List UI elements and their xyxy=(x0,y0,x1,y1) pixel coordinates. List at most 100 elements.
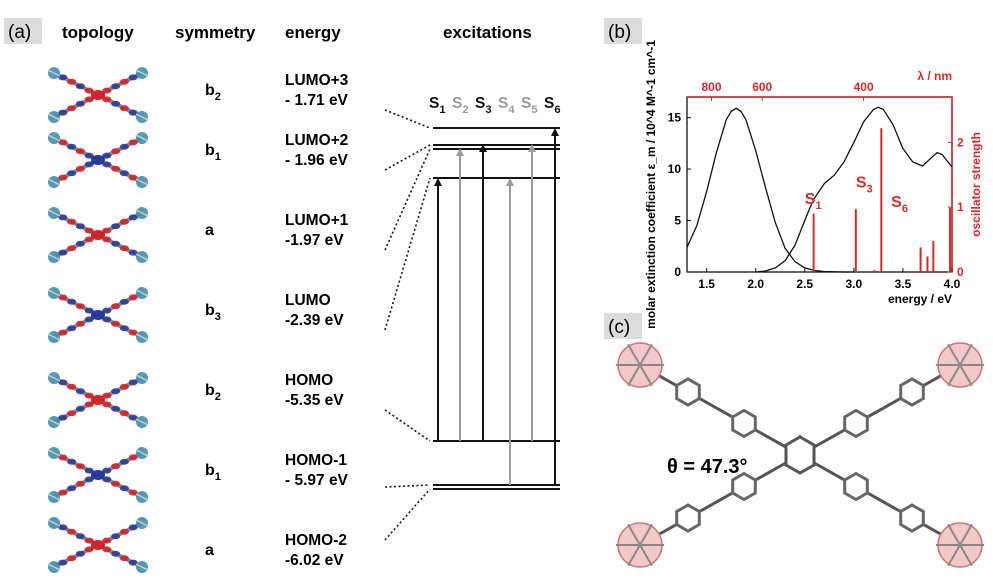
excitation-label-s3: S3 xyxy=(475,95,492,116)
carborane-cage xyxy=(936,342,984,388)
absorption-series-1 xyxy=(686,107,854,273)
stick-label-s3: S3 xyxy=(856,175,873,196)
symmetry-main: a xyxy=(205,222,214,239)
x-tick-label: 2.5 xyxy=(796,277,813,291)
symmetry-main: b xyxy=(205,462,215,479)
orbital-name: LUMO xyxy=(285,292,331,309)
excitation-arrows xyxy=(434,128,559,485)
symmetry-sub: 2 xyxy=(215,91,221,103)
connector-homo xyxy=(384,409,431,442)
symmetry-main: b xyxy=(205,142,215,159)
orbital-topology-image xyxy=(47,517,149,573)
x-axis-label: energy / eV xyxy=(888,292,952,306)
excitation-label-s2: S2 xyxy=(452,95,469,116)
header-topology: topology xyxy=(62,23,134,42)
panel-c: (c) θ = 47.3° xyxy=(604,313,984,568)
symmetry-label: b2 xyxy=(205,382,221,403)
x-tick-label: 3.0 xyxy=(846,277,863,291)
connector-lumo xyxy=(384,177,431,331)
stick-label-main: S xyxy=(891,194,902,211)
carborane-cage xyxy=(936,522,984,568)
orbital-energy: -5.35 eV xyxy=(285,392,344,409)
excitation-label-s6-sub: 6 xyxy=(554,104,560,116)
orbital-energy: -1.97 eV xyxy=(285,232,344,249)
excitation-label-s2-main: S xyxy=(452,95,462,112)
connector-homo2 xyxy=(384,488,431,541)
header-symmetry: symmetry xyxy=(175,23,256,42)
stick-label-sub: 1 xyxy=(815,200,821,212)
excitation-label-s3-main: S xyxy=(475,95,485,112)
symmetry-label: b2 xyxy=(205,82,221,103)
panel-b-label-bg xyxy=(604,18,642,44)
symmetry-label: a xyxy=(205,222,214,239)
orbital-energy: - 1.96 eV xyxy=(285,152,349,169)
panel-a: (a) topology symmetry energy excitations… xyxy=(4,18,561,573)
orbital-energy: -2.39 eV xyxy=(285,312,344,329)
excitation-label-s6-main: S xyxy=(544,95,554,112)
energy-levels xyxy=(433,127,560,490)
stick-label-sub: 6 xyxy=(902,203,908,215)
symmetry-label: b1 xyxy=(205,462,221,483)
symmetry-label: a xyxy=(205,542,214,559)
orbital-name: HOMO xyxy=(285,372,333,389)
excitation-label-s6: S6 xyxy=(544,95,561,116)
excitation-label-s1: S1 xyxy=(429,95,446,116)
excitation-labels: S1 S2 S3 S4 S5 S6 xyxy=(429,95,561,116)
y2-tick-label: 2 xyxy=(957,135,964,149)
header-excitations: excitations xyxy=(443,23,532,42)
stick-label-sub: 3 xyxy=(866,184,872,196)
y-tick-label: 10 xyxy=(668,162,682,176)
orbital-topology-image xyxy=(47,287,149,343)
orbital-name: LUMO+1 xyxy=(285,212,349,229)
connector-lumo2 xyxy=(384,144,431,171)
excitation-label-s4: S4 xyxy=(498,95,515,116)
orbital-topology-image xyxy=(47,207,149,263)
orbital-energy: -6.02 eV xyxy=(285,552,344,569)
orbital-name: LUMO+2 xyxy=(285,132,348,149)
stick-label-main: S xyxy=(805,191,816,208)
orbital-energy: - 5.97 eV xyxy=(285,472,349,489)
symmetry-label: b1 xyxy=(205,142,221,163)
orbital-name: LUMO+3 xyxy=(285,72,349,89)
symmetry-sub: 2 xyxy=(215,391,221,403)
y2-tick-label: 1 xyxy=(957,200,964,214)
orbital-topology-image xyxy=(47,67,149,123)
panel-b-label: (b) xyxy=(608,22,631,43)
excitation-label-s5-main: S xyxy=(521,95,531,112)
orbital-name: HOMO-2 xyxy=(285,532,347,549)
x-tick-label: 3.5 xyxy=(895,277,912,291)
panel-c-label-bg xyxy=(604,313,642,339)
carborane-cages xyxy=(616,342,984,568)
molecule-structure xyxy=(616,342,984,568)
excitation-label-s5-sub: 5 xyxy=(531,104,537,116)
y-tick-label: 15 xyxy=(668,111,682,125)
excitation-label-s4-sub: 4 xyxy=(508,104,515,116)
stick-label-main: S xyxy=(856,175,867,192)
excitation-label-s5: S5 xyxy=(521,95,538,116)
symmetry-sub: 1 xyxy=(215,151,221,163)
panel-a-label: (a) xyxy=(8,22,31,43)
orbital-topology-column xyxy=(47,67,149,573)
y2-axis-label: oscillator strength xyxy=(969,132,983,237)
y2-tick-label: 0 xyxy=(957,265,964,279)
level-connectors xyxy=(384,109,431,541)
x2-tick-label: 800 xyxy=(702,80,722,94)
excitation-label-s2-sub: 2 xyxy=(462,104,468,116)
carborane-cage xyxy=(616,342,664,388)
orbital-topology-image xyxy=(47,447,149,503)
x-tick-label: 4.0 xyxy=(944,277,961,291)
symmetry-main: a xyxy=(205,542,214,559)
y-tick-label: 5 xyxy=(674,214,681,228)
y-axis-label: molar extinction coefficient ε_m / 10^4 … xyxy=(644,40,658,329)
plot-frame xyxy=(686,96,953,273)
symmetry-sub: 3 xyxy=(215,311,221,323)
orbital-topology-image xyxy=(47,132,149,188)
stick-label-s1: S1 xyxy=(805,191,822,212)
x-tick-label: 2.0 xyxy=(747,277,764,291)
orbital-energy: - 1.71 eV xyxy=(285,92,349,109)
carborane-cage xyxy=(616,522,664,568)
stick-label-s6: S6 xyxy=(891,194,908,215)
orbital-name: HOMO-1 xyxy=(285,452,347,469)
